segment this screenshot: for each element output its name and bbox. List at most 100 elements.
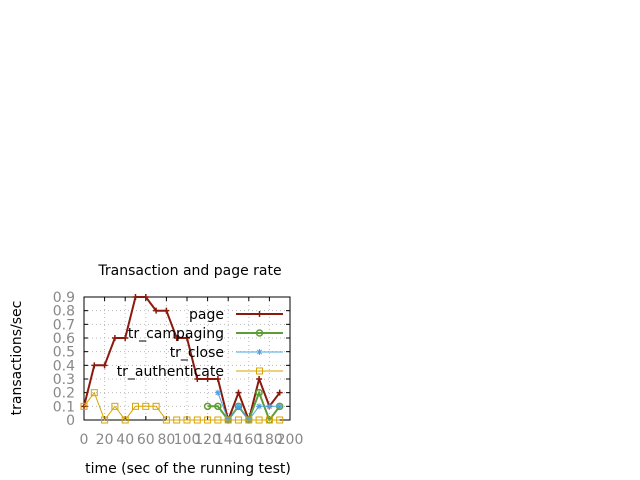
- data-point: [245, 416, 253, 424]
- data-point: [194, 376, 201, 382]
- data-point: [214, 402, 222, 411]
- square-marker: [265, 416, 273, 424]
- x-tick-label: 160: [235, 432, 262, 448]
- legend-label: page: [189, 307, 224, 323]
- legend-marker: [256, 311, 263, 317]
- square-marker: [142, 402, 150, 410]
- plus-marker: [111, 335, 118, 341]
- x-tick-label: 140: [215, 432, 242, 448]
- plus-marker: [256, 376, 263, 382]
- circle-marker: [203, 402, 212, 411]
- square-marker: [183, 416, 191, 424]
- plus-marker: [81, 403, 87, 410]
- plus-marker: [91, 362, 98, 369]
- square-marker: [80, 402, 88, 410]
- circle-marker: [255, 388, 263, 397]
- legend: page tr_campaging tr_close tr_authenticate: [117, 307, 283, 380]
- legend-label: tr_authenticate: [117, 364, 224, 380]
- data-point: [111, 402, 119, 410]
- y-tick-label: 0.5: [53, 345, 75, 361]
- data-point: [265, 416, 273, 424]
- data-point: [256, 376, 263, 382]
- x-tick-label: 120: [194, 432, 221, 448]
- x-tick-label: 60: [137, 432, 155, 448]
- x-tick-label: 20: [96, 432, 114, 448]
- data-point: [235, 403, 242, 410]
- data-point: [163, 307, 170, 314]
- grid: [84, 297, 290, 420]
- square-marker: [173, 416, 181, 424]
- legend-marker: [255, 329, 264, 337]
- x-tick-label: 0: [80, 432, 89, 448]
- series-line: [83, 391, 280, 422]
- square-marker: [162, 416, 170, 424]
- plus-marker: [142, 294, 149, 300]
- plus-marker: [101, 362, 108, 369]
- square-marker: [256, 367, 263, 375]
- data-point: [142, 402, 150, 410]
- data-point: [173, 416, 181, 424]
- plus-marker: [173, 335, 180, 341]
- data-point: [224, 416, 232, 424]
- data-point: [101, 362, 108, 369]
- star-marker: [256, 349, 263, 355]
- data-point: [121, 416, 129, 424]
- square-marker: [204, 416, 212, 424]
- data-point: [183, 416, 191, 424]
- data-point: [142, 294, 149, 300]
- legend-marker: [256, 349, 263, 355]
- plus-marker: [256, 311, 263, 317]
- plus-marker: [132, 294, 139, 300]
- data-point: [91, 362, 98, 369]
- data-point: [276, 389, 283, 396]
- series-layer: [80, 294, 284, 424]
- data-point: [214, 416, 222, 424]
- data-point: [256, 403, 263, 410]
- data-point: [173, 335, 180, 341]
- x-tick-label: 180: [256, 432, 283, 448]
- x-axis-label: time (sec of the running test): [85, 461, 291, 477]
- y-tick-label: 0: [66, 413, 75, 429]
- data-point: [122, 335, 129, 341]
- data-point: [276, 403, 283, 410]
- data-point: [193, 416, 201, 424]
- data-point: [214, 376, 221, 382]
- legend-label: tr_campaging: [128, 326, 224, 342]
- plus-marker: [235, 389, 242, 396]
- square-marker: [235, 416, 242, 424]
- y-tick-label: 0.8: [53, 304, 75, 320]
- star-marker: [266, 403, 273, 410]
- data-point: [255, 388, 263, 397]
- x-tick-label: 40: [116, 432, 134, 448]
- plus-marker: [214, 376, 221, 382]
- data-point: [266, 403, 273, 410]
- y-tick-label: 0.7: [53, 317, 75, 333]
- square-marker: [152, 402, 160, 410]
- data-point: [162, 416, 170, 424]
- x-tick-label: 80: [157, 432, 175, 448]
- plus-marker: [276, 389, 283, 396]
- square-marker: [193, 416, 201, 424]
- data-point: [204, 376, 211, 382]
- data-point: [90, 389, 98, 397]
- square-marker: [224, 416, 232, 424]
- square-marker: [255, 416, 263, 424]
- y-axis-ticks: 00.10.20.30.40.50.60.70.80.9: [53, 290, 290, 429]
- y-tick-label: 0.6: [53, 331, 75, 347]
- square-marker: [90, 389, 98, 397]
- series-0: [81, 294, 283, 424]
- y-tick-label: 0.3: [53, 372, 75, 388]
- data-point: [153, 307, 160, 314]
- data-point: [184, 335, 190, 341]
- square-marker: [111, 402, 119, 410]
- data-point: [203, 402, 212, 411]
- square-marker: [214, 416, 222, 424]
- square-marker: [245, 416, 253, 424]
- star-marker: [235, 403, 242, 410]
- plus-marker: [184, 335, 190, 341]
- square-marker: [276, 416, 284, 424]
- plus-marker: [122, 335, 129, 341]
- data-point: [152, 402, 160, 410]
